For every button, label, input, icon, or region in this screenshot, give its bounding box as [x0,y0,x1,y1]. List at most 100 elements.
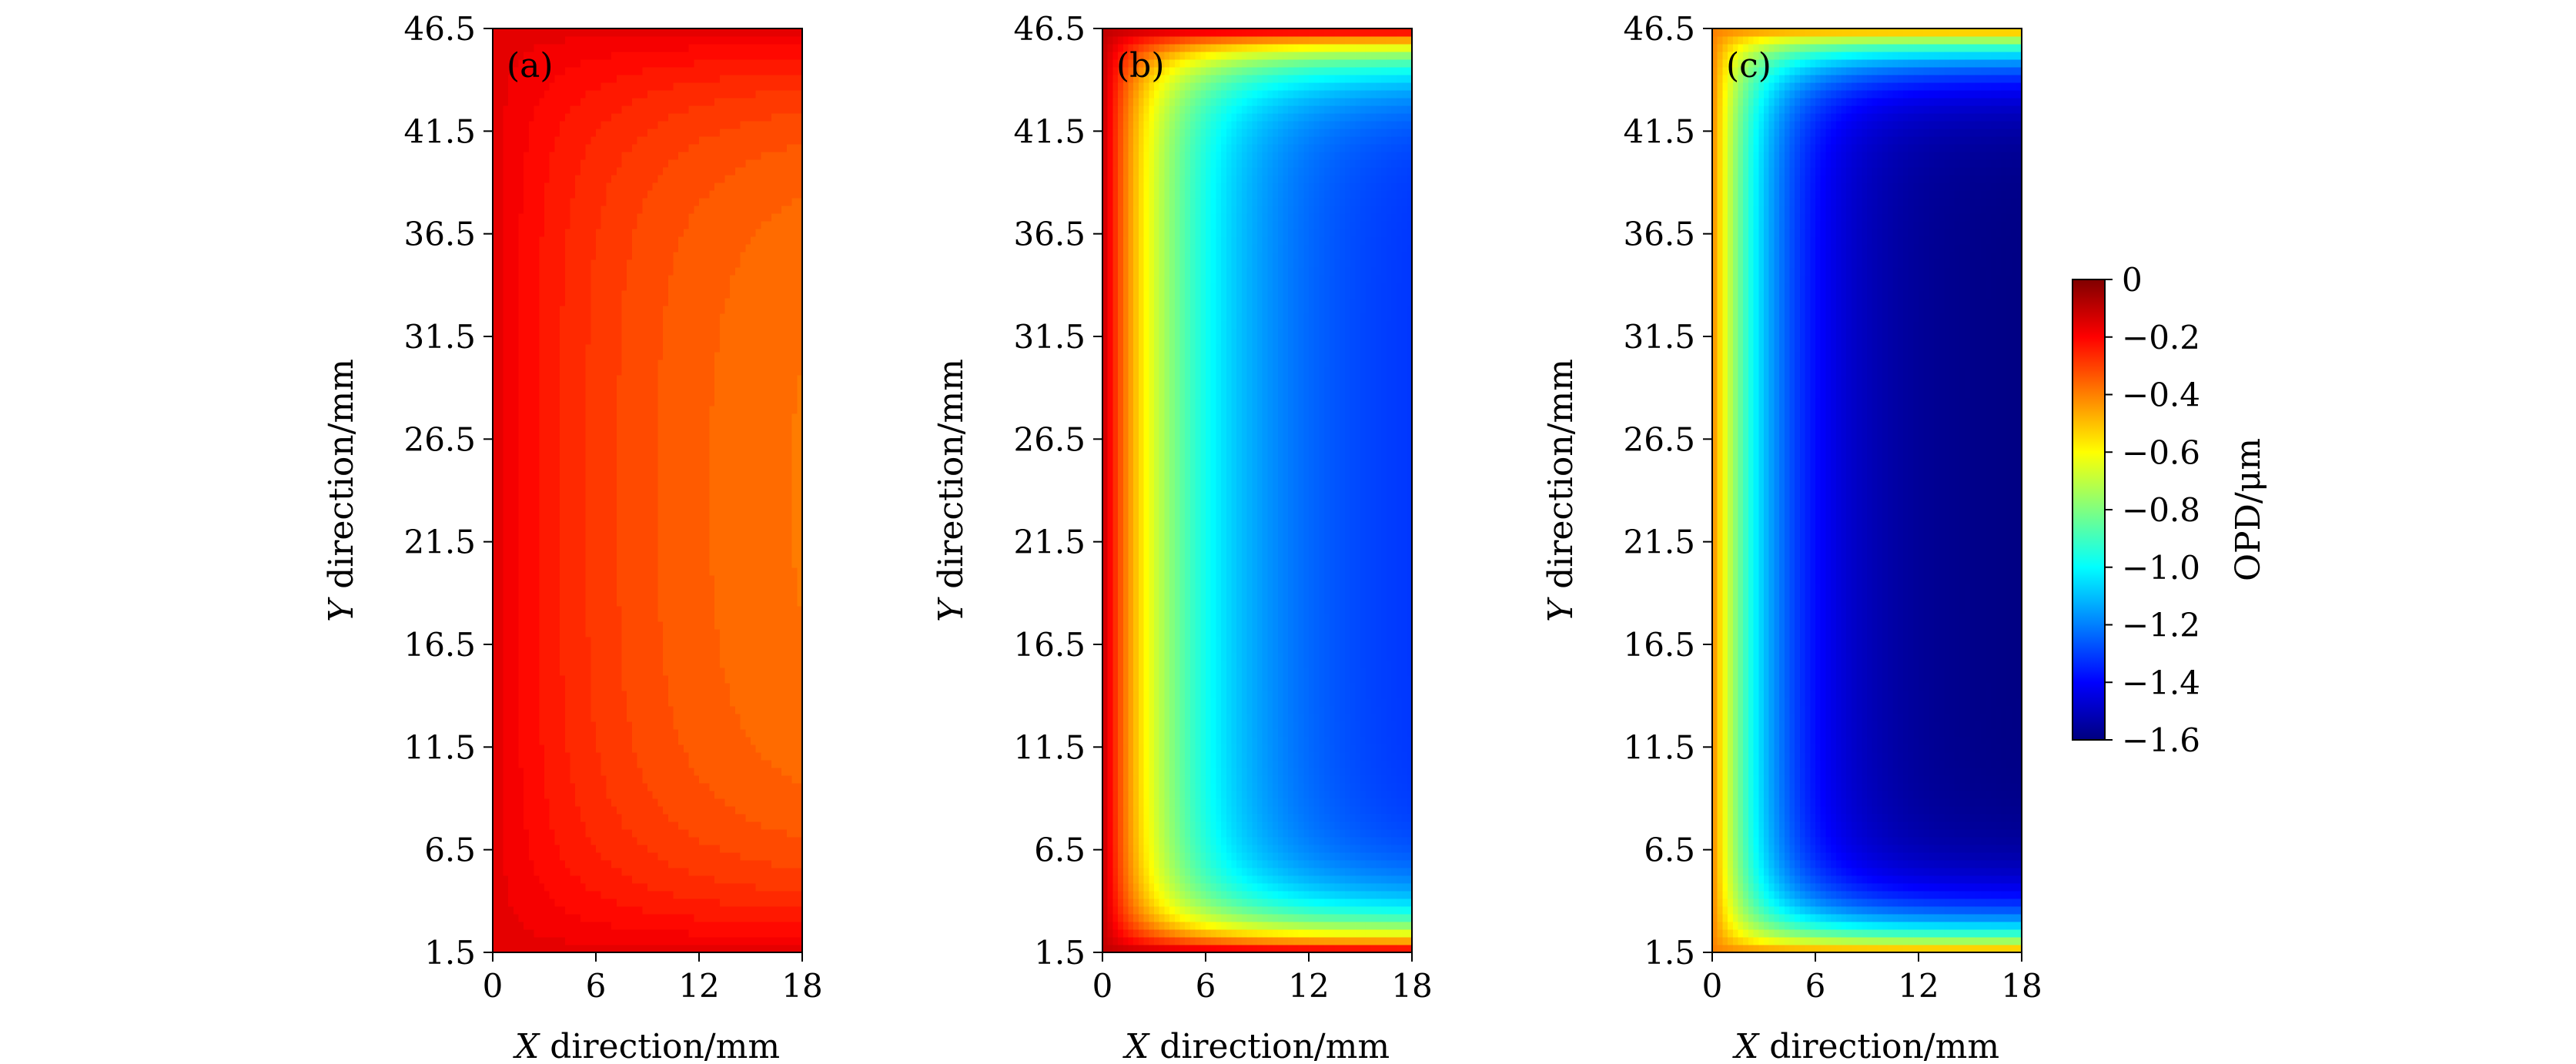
heatmap-cell [519,206,524,214]
heatmap-cell [637,67,643,75]
heatmap-cell [668,198,674,206]
heatmap-cell [689,175,694,183]
heatmap-cell [508,567,514,576]
heatmap-cell [627,775,632,784]
heatmap-cell [590,798,596,807]
heatmap-cell [524,198,529,206]
heatmap-cell [647,236,653,245]
heatmap-cell [663,575,668,584]
heatmap-cell [601,383,607,391]
heatmap-cell [498,675,503,684]
heatmap-cell [657,891,663,899]
heatmap-cell [689,852,694,861]
heatmap-cell [565,860,570,868]
heatmap-cell [580,159,586,168]
heatmap-cell [694,383,699,391]
heatmap-cell [653,90,658,99]
heatmap-cell [684,75,689,83]
heatmap-cell [617,406,622,414]
heatmap-cell [524,937,529,945]
heatmap-cell [570,729,576,738]
heatmap-cell [694,783,699,791]
heatmap-cell [684,267,689,276]
heatmap-cell [565,760,570,768]
heatmap-cell [678,105,684,114]
heatmap-cell [544,798,550,807]
heatmap-cell [508,352,514,360]
heatmap-cell [570,67,576,75]
heatmap-cell [503,390,508,399]
heatmap-cell [596,806,601,815]
heatmap-cell [493,868,498,876]
heatmap-cell [668,59,674,68]
heatmap-cell [606,190,611,199]
heatmap-cell [519,783,524,791]
heatmap-cell [632,783,637,791]
heatmap-cell [575,791,580,799]
heatmap-cell [560,475,565,483]
heatmap-cell [508,36,514,45]
heatmap-cell [684,429,689,437]
heatmap-cell [627,283,632,291]
heatmap-cell [590,306,596,314]
heatmap-cell [689,375,694,383]
heatmap-cell [622,621,627,630]
heatmap-cell [601,90,607,99]
heatmap-cell [668,922,674,930]
heatmap-cell [632,714,637,722]
heatmap-cell [565,367,570,376]
heatmap-cell [668,452,674,460]
heatmap-cell [663,190,668,199]
heatmap-cell [657,529,663,537]
heatmap-cell [674,829,679,838]
heatmap-cell [647,321,653,330]
heatmap-cell [678,775,684,784]
heatmap-cell [570,413,576,422]
heatmap-cell [627,452,632,460]
heatmap-cell [529,360,534,368]
heatmap-cell [539,36,544,45]
heatmap-cell [514,498,519,507]
heatmap-cell [657,775,663,784]
heatmap-cell [575,383,580,391]
heatmap-cell [508,213,514,222]
heatmap-cell [647,28,653,37]
heatmap-cell [519,283,524,291]
heatmap-cell [674,490,679,499]
heatmap-cell [498,868,503,876]
heatmap-cell [704,398,710,407]
heatmap-cell [606,691,611,699]
heatmap-cell [699,236,704,245]
heatmap-cell [514,721,519,730]
heatmap-cell [663,875,668,884]
heatmap-cell [586,98,591,106]
heatmap-cell [493,290,498,299]
heatmap-cell [529,28,534,37]
heatmap-cell [674,344,679,353]
heatmap-cell [694,852,699,861]
heatmap-cell [493,444,498,453]
heatmap-cell [611,606,617,614]
heatmap-cell [694,637,699,645]
heatmap-cell [678,167,684,176]
heatmap-cell [493,783,498,791]
heatmap-cell [544,744,550,753]
heatmap-cell [524,367,529,376]
heatmap-cell [554,529,560,537]
heatmap-cell [668,652,674,661]
heatmap-cell [637,498,643,507]
heatmap-cell [606,814,611,822]
heatmap-cell [554,775,560,784]
heatmap-cell [689,36,694,45]
heatmap-cell [586,606,591,614]
heatmap-cell [601,498,607,507]
heatmap-cell [653,28,658,37]
heatmap-cell [586,514,591,522]
heatmap-cell [606,845,611,853]
heatmap-cell [565,190,570,199]
heatmap-cell [539,429,544,437]
heatmap-cell [524,852,529,861]
heatmap-cell [596,752,601,761]
heatmap-cell [550,390,555,399]
heatmap-cell [606,159,611,168]
